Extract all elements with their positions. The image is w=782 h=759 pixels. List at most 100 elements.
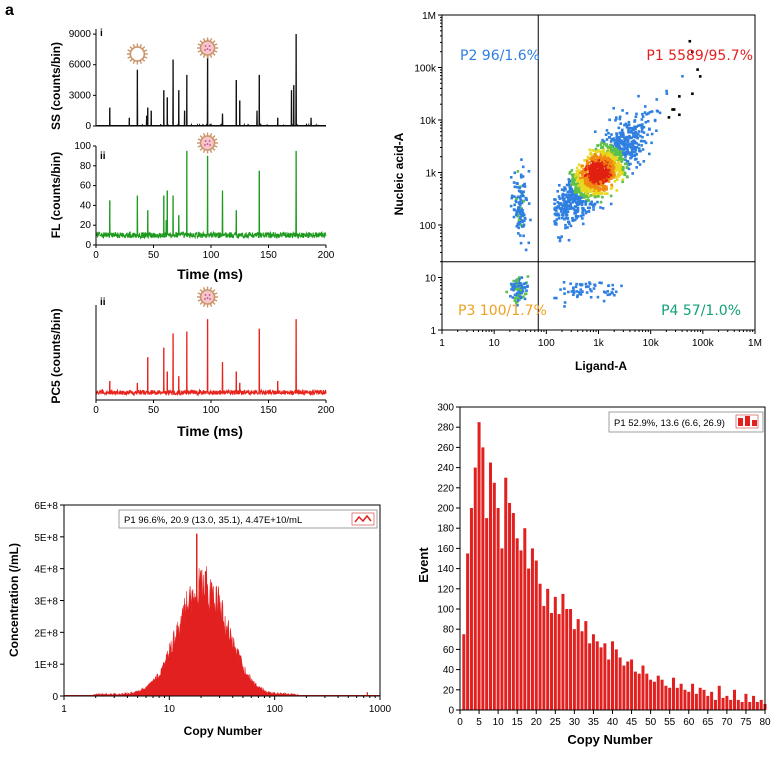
scatter-point — [643, 140, 646, 143]
scatter-point — [596, 180, 600, 184]
scatter-point — [563, 199, 566, 203]
scatter-point — [618, 115, 622, 119]
scatter-point — [580, 171, 584, 175]
scatter-point — [627, 128, 630, 132]
scatter-point — [613, 153, 616, 156]
pc5-trace-data — [95, 319, 327, 397]
scatter-point — [583, 208, 586, 212]
scatter-point — [569, 198, 573, 201]
scatter-point — [597, 161, 600, 165]
histogram-bar — [706, 695, 710, 710]
scatter-point — [564, 223, 567, 227]
pc5-ylabel: PC5 (counts/bin) — [49, 308, 63, 403]
histogram-ytick-label: 200 — [437, 504, 454, 515]
scatter-point — [641, 135, 644, 139]
scatter-point — [582, 213, 585, 217]
scatter-point — [638, 134, 642, 138]
scatter-point — [575, 201, 578, 205]
histogram-bar — [622, 665, 626, 710]
scatter-point — [625, 166, 629, 169]
fl-icons — [197, 132, 219, 154]
scatter-point — [616, 168, 620, 171]
fl-trace-line — [95, 150, 327, 241]
scatter-point — [588, 288, 592, 291]
scatter-point — [571, 197, 574, 201]
histogram-bar — [572, 629, 576, 710]
scatter-point — [598, 281, 601, 285]
scatter-point — [609, 177, 613, 180]
vesicle-cargo — [208, 140, 211, 142]
scatter-point — [580, 202, 584, 206]
scatter-point — [601, 153, 604, 157]
histogram-axes: 0 5 10 15 20 25 30 35 40 45 50 55 60 65 70 75 80 0 20 40 60 8… — [437, 403, 771, 729]
scatter-point — [517, 232, 520, 235]
fl-ytick-label: 80 — [80, 161, 92, 172]
scatter-point — [644, 141, 648, 145]
fl-xtick-label: 100 — [203, 250, 220, 261]
scatter-point — [595, 179, 598, 182]
scatter-point — [513, 293, 517, 297]
concentration-area — [64, 533, 380, 697]
histogram-bar — [492, 482, 496, 710]
scatter-point — [601, 146, 605, 149]
scatter-point — [520, 276, 524, 279]
histogram-bar — [656, 675, 660, 710]
histogram-xtick-label: 5 — [476, 717, 482, 728]
scatter-point — [557, 202, 561, 205]
scatter-point — [512, 286, 516, 289]
scatter-point — [618, 166, 621, 170]
scatter-point — [627, 120, 631, 124]
histogram-ytick-label: 240 — [437, 463, 454, 474]
scatter-point — [647, 152, 651, 156]
scatter-point — [590, 200, 593, 204]
scatter-point — [614, 176, 618, 180]
scatter-point — [645, 112, 648, 116]
vesicle-membrane — [129, 46, 146, 62]
scatter-point — [515, 296, 518, 299]
vesicle-cargo — [209, 49, 211, 51]
scatter-point — [509, 294, 512, 298]
scatter-point — [514, 200, 518, 204]
scatter-point — [591, 158, 594, 161]
scatter-point — [563, 217, 566, 221]
scatter-point — [602, 148, 606, 152]
scatter-point — [553, 202, 556, 206]
scatter-point — [512, 215, 516, 219]
scatter-point — [642, 159, 646, 163]
scatter-point — [576, 196, 580, 199]
scatter-point — [607, 172, 611, 176]
scatter-point — [619, 122, 623, 125]
scatter-point — [586, 178, 590, 182]
scatter-point — [562, 280, 566, 284]
scatter-point — [632, 133, 635, 136]
scatter-point — [583, 189, 586, 193]
scatter-point — [588, 148, 592, 152]
scatter-point — [585, 195, 588, 198]
loaded-vesicle-icon — [197, 286, 219, 308]
scatter-point — [627, 123, 631, 127]
scatter-point — [605, 129, 609, 132]
scatter-point — [606, 293, 610, 297]
scatter-point — [589, 201, 593, 205]
scatter-point — [575, 193, 578, 196]
scatter-point — [514, 287, 517, 291]
scatter-point — [597, 173, 600, 177]
scatter-point — [585, 181, 589, 184]
scatter-point — [610, 154, 614, 158]
scatter-point — [512, 282, 516, 286]
scatter-point — [599, 180, 602, 184]
scatter-point — [620, 128, 624, 132]
scatter-point — [631, 128, 635, 132]
scatter-point — [584, 282, 588, 286]
scatter-point — [612, 157, 616, 161]
histogram-bar — [633, 671, 637, 710]
scatter-point — [672, 108, 676, 111]
scatter-point — [634, 134, 638, 137]
scatter-point — [623, 139, 627, 143]
scatter-point — [519, 241, 523, 245]
scatter-point — [584, 187, 588, 191]
scatter-point — [569, 207, 572, 210]
ss-ylabel: SS (counts/bin) — [49, 42, 63, 130]
scatter-point — [616, 166, 619, 169]
